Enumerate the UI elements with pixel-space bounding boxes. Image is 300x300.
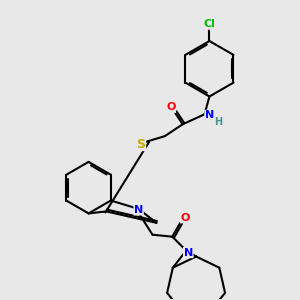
Text: O: O [181,213,190,223]
Text: O: O [166,102,176,112]
Text: N: N [205,110,214,120]
Text: Cl: Cl [203,19,215,29]
Text: N: N [184,248,193,257]
Text: S: S [136,138,146,151]
Text: N: N [134,205,143,215]
Text: N: N [184,248,193,257]
Text: H: H [214,117,222,127]
